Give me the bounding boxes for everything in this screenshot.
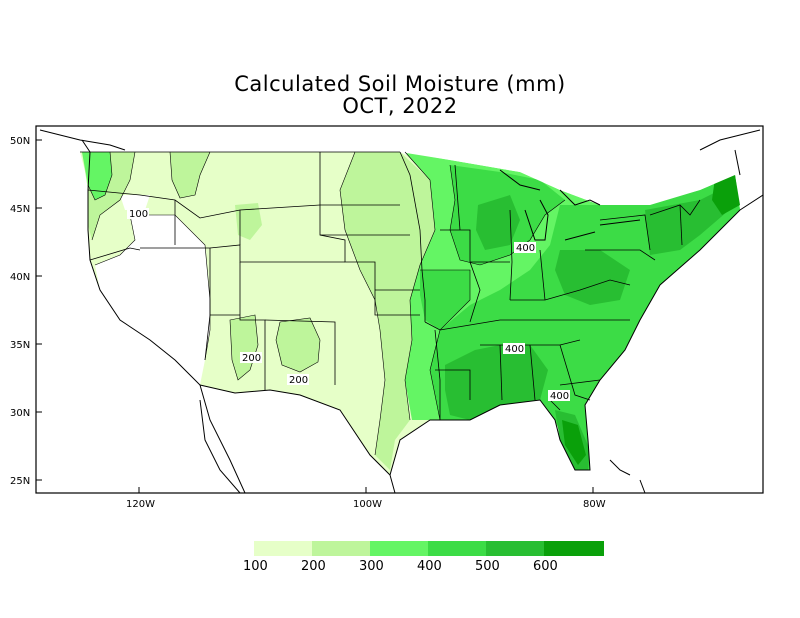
lon-label-100w: 100W bbox=[353, 499, 382, 510]
lat-label-40n: 40N bbox=[10, 272, 30, 283]
mexico-white bbox=[200, 385, 390, 493]
lat-label-35n: 35N bbox=[10, 340, 30, 351]
lon-label-120w: 120W bbox=[126, 499, 155, 510]
contour-label-400-al: 400 bbox=[505, 344, 524, 355]
contour-label-400-mi: 400 bbox=[516, 243, 535, 254]
contour-label-200-nm: 200 bbox=[289, 375, 308, 386]
contour-label-400-ga: 400 bbox=[550, 391, 569, 402]
pacific-white bbox=[36, 152, 200, 493]
region-200-300-mt bbox=[170, 152, 210, 198]
region-500-600-oh bbox=[555, 250, 630, 305]
contour-labels: 100 200 200 400 400 400 bbox=[127, 208, 570, 402]
map-title: Calculated Soil Moisture (mm) bbox=[234, 72, 566, 96]
map-frame bbox=[35, 125, 764, 494]
region-500-600-ne bbox=[645, 185, 735, 255]
region-400-500-sw bbox=[420, 270, 470, 330]
legend: 100 200 300 400 500 600 bbox=[243, 541, 604, 574]
contour-lines bbox=[87, 151, 566, 456]
gulf-white bbox=[395, 400, 560, 493]
lat-label-50n: 50N bbox=[10, 136, 30, 147]
legend-swatch-200 bbox=[312, 541, 370, 556]
legend-label-200: 200 bbox=[301, 559, 326, 574]
legend-swatch-100 bbox=[254, 541, 312, 556]
region-200-300-plains bbox=[340, 152, 435, 470]
contour-label-100: 100 bbox=[129, 209, 148, 220]
atlantic-white bbox=[585, 200, 763, 493]
lat-label-30n: 30N bbox=[10, 408, 30, 419]
map-field: 100 200 200 400 400 400 bbox=[36, 126, 763, 493]
contour-label-200-az: 200 bbox=[242, 353, 261, 364]
lon-label-80w: 80W bbox=[583, 499, 606, 510]
legend-swatch-400 bbox=[428, 541, 486, 556]
map-subtitle: OCT, 2022 bbox=[342, 94, 458, 118]
legend-label-100: 100 bbox=[243, 559, 268, 574]
legend-swatch-500 bbox=[486, 541, 544, 556]
region-200-300-az bbox=[230, 315, 258, 380]
canada-white bbox=[36, 126, 763, 205]
region-200-300-nm bbox=[276, 318, 320, 372]
legend-swatch-300 bbox=[370, 541, 428, 556]
region-lt-100-west bbox=[120, 195, 150, 210]
coastlines bbox=[39, 129, 763, 493]
region-600-fl bbox=[562, 420, 586, 465]
lat-label-45n: 45N bbox=[10, 204, 30, 215]
legend-label-300: 300 bbox=[359, 559, 384, 574]
legend-label-600: 600 bbox=[533, 559, 558, 574]
legend-label-400: 400 bbox=[417, 559, 442, 574]
region-200-300-wy bbox=[235, 203, 262, 240]
state-boundaries bbox=[80, 151, 701, 420]
legend-swatch-600 bbox=[544, 541, 604, 556]
lat-label-25n: 25N bbox=[10, 476, 30, 487]
region-500-600-ms bbox=[445, 345, 548, 420]
longitude-axis bbox=[138, 487, 594, 493]
legend-label-500: 500 bbox=[475, 559, 500, 574]
latitude-axis bbox=[36, 139, 42, 481]
region-600-me bbox=[712, 175, 740, 215]
region-500-600-wi bbox=[476, 195, 520, 250]
region-lt-100 bbox=[95, 215, 210, 385]
